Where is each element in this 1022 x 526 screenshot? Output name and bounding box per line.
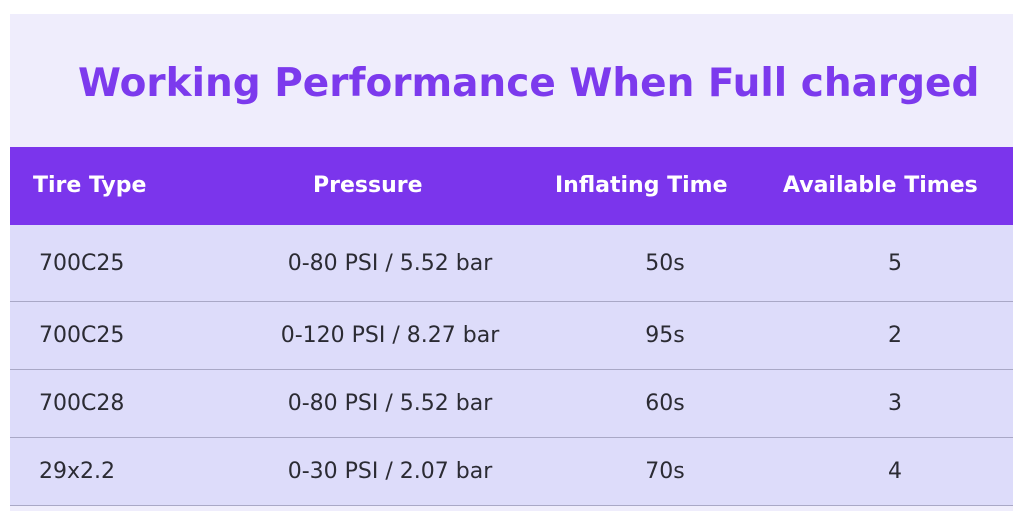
table-row: 29x2.2 0-30 PSI / 2.07 bar 70s 4 xyxy=(10,438,1013,506)
table-row: 700C25 0-120 PSI / 8.27 bar 95s 2 xyxy=(10,302,1013,370)
header-inflating-time: Inflating Time xyxy=(555,173,728,198)
cell-inflating-time: 95s xyxy=(645,323,685,348)
cell-available-times: 4 xyxy=(888,459,902,484)
header-tire-type: Tire Type xyxy=(33,173,147,198)
cell-inflating-time: 70s xyxy=(645,459,685,484)
cell-pressure: 0-30 PSI / 2.07 bar xyxy=(287,459,493,484)
table-body: 700C25 0-80 PSI / 5.52 bar 50s 5 700C25 … xyxy=(10,225,1013,506)
cell-tire-type: 29x2.2 xyxy=(39,459,116,484)
cell-tire-type: 700C28 xyxy=(39,391,125,416)
cell-pressure: 0-120 PSI / 8.27 bar xyxy=(280,323,500,348)
cell-inflating-time: 60s xyxy=(645,391,685,416)
cell-inflating-time: 50s xyxy=(645,250,685,276)
performance-card: Working Performance When Full charged Ti… xyxy=(10,14,1013,511)
table-row: 700C28 0-80 PSI / 5.52 bar 60s 3 xyxy=(10,370,1013,438)
header-available-times: Available Times xyxy=(783,173,978,198)
page-title: Working Performance When Full charged xyxy=(78,61,980,106)
cell-available-times: 3 xyxy=(888,391,902,416)
cell-available-times: 5 xyxy=(888,250,902,276)
cell-pressure: 0-80 PSI / 5.52 bar xyxy=(287,250,493,276)
cell-available-times: 2 xyxy=(888,323,902,348)
table-row: 700C25 0-80 PSI / 5.52 bar 50s 5 xyxy=(10,225,1013,302)
header-pressure: Pressure xyxy=(313,173,423,198)
cell-tire-type: 700C25 xyxy=(39,323,125,348)
table-header: Tire Type Pressure Inflating Time Availa… xyxy=(10,147,1013,225)
cell-pressure: 0-80 PSI / 5.52 bar xyxy=(287,391,493,416)
cell-tire-type: 700C25 xyxy=(39,250,125,276)
